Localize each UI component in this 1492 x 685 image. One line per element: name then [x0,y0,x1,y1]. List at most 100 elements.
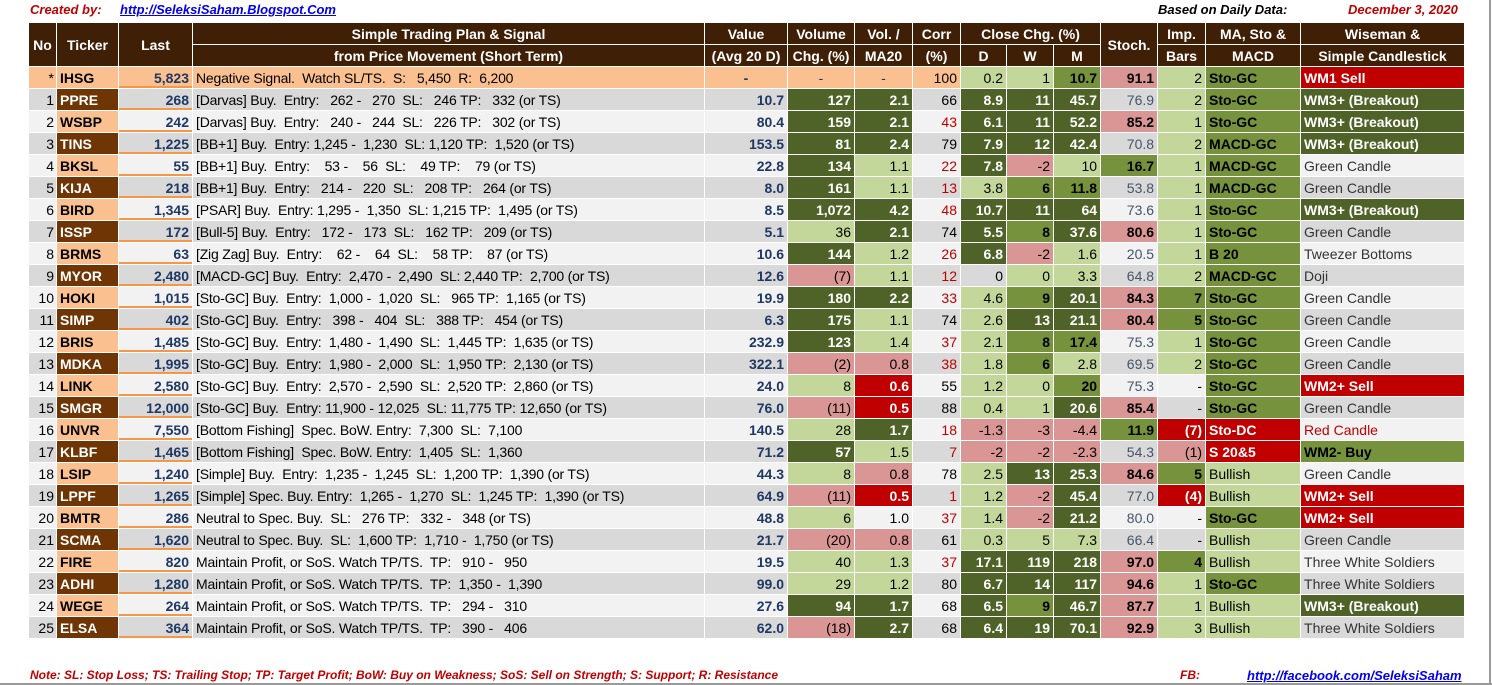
corr: 38 [912,352,961,375]
table-row[interactable]: 6 BIRD 1,345 [PSAR] Buy. Entry: 1,295 - 1,3… [28,198,1466,221]
volume-chg: 36 [787,220,855,243]
volume-chg: (2) [787,352,855,375]
close-chg-m: 20 [1052,374,1102,397]
table-row[interactable]: 16 UNVR 7,550 [Bottom Fishing] Spec. BoW. E… [28,418,1466,441]
corr: 26 [912,242,961,265]
close-chg-w: 1 [1006,66,1054,89]
imp-bars: - [1157,528,1207,551]
ticker: PPRE [56,88,119,111]
table-row[interactable]: 12 BRIS 1,485 [Sto-GC] Buy. Entry: 1,480 - … [28,330,1466,353]
wiseman-candle: WM3+ (Breakout) [1300,132,1466,155]
wiseman-candle: WM3+ (Breakout) [1300,594,1466,617]
stoch: 73.6 [1100,198,1159,221]
stoch: 84.6 [1100,462,1159,485]
table-row[interactable]: 17 KLBF 1,465 [Bottom Fishing] Spec. BoW. E… [28,440,1466,463]
imp-bars: 5 [1157,462,1207,485]
row-number: 25 [28,616,57,639]
vol-ma20: 1.1 [854,264,913,287]
value: - [704,66,788,89]
stoch: 87.7 [1100,594,1159,617]
table-row[interactable]: 5 KIJA 218 [BB+1] Buy. Entry: 214 - 220 SL:… [28,176,1466,199]
ticker: LINK [56,374,119,397]
ticker: BIRD [56,198,119,221]
imp-bars: 1 [1157,176,1207,199]
close-chg-d: 10.7 [960,198,1007,221]
close-chg-w: 11 [1006,198,1054,221]
row-number: 10 [28,286,57,309]
stoch: 80.4 [1100,308,1159,331]
stoch: 64.8 [1100,264,1159,287]
corr: 74 [912,308,961,331]
last-price: 1,015 [118,286,193,309]
table-row[interactable]: 11 SIMP 402 [Sto-GC] Buy. Entry: 398 - 404 … [28,308,1466,331]
imp-bars: 7 [1157,286,1207,309]
volume-chg: 161 [787,176,855,199]
table-row[interactable]: 19 LPPF 1,265 [Simple] Spec. Buy. Entry: 1,… [28,484,1466,507]
ticker: LSIP [56,462,119,485]
imp-bars: 1 [1157,330,1207,353]
last-price: 12,000 [118,396,193,419]
close-chg-m: 11.8 [1052,176,1102,199]
table-row[interactable]: 21 SCMA 1,620 Neutral to Spec. Buy. SL: 1,6… [28,528,1466,551]
corr: 61 [912,528,961,551]
wiseman-candle: WM3+ (Breakout) [1300,88,1466,111]
wiseman-candle: Red Candle [1300,418,1466,441]
last-price: 820 [118,550,193,573]
ma-sto-macd: Sto-GC [1205,374,1302,397]
table-row[interactable]: 15 SMGR 12,000 [Sto-GC] Buy. Entry: 11,900 … [28,396,1466,419]
close-chg-d: 6.7 [960,572,1007,595]
ma-sto-macd: Bullish [1205,550,1302,573]
ma-sto-macd: Sto-DC [1205,418,1302,441]
stoch: 84.3 [1100,286,1159,309]
close-chg-w: -2 [1006,484,1054,507]
volume-chg: 1,072 [787,198,855,221]
facebook-link[interactable]: http://facebook.com/SeleksiSaham [1247,668,1462,683]
stoch: 53.8 [1100,176,1159,199]
table-row[interactable]: 2 WSBP 242 [Darvas] Buy. Entry: 240 - 244 S… [28,110,1466,133]
table-row[interactable]: 22 FIRE 820 Maintain Profit, or SoS. Watch … [28,550,1466,573]
table-row[interactable]: 20 BMTR 286 Neutral to Spec. Buy. SL: 276 T… [28,506,1466,529]
volume-chg: 8 [787,374,855,397]
table-row[interactable]: 23 ADHI 1,280 Maintain Profit, or SoS. Watc… [28,572,1466,595]
ma-sto-macd: MACD-GC [1205,154,1302,177]
close-chg-w: -2 [1006,506,1054,529]
table-row[interactable]: 3 TINS 1,225 [BB+1] Buy. Entry: 1,245 - 1,2… [28,132,1466,155]
ma-sto-macd: Sto-GC [1205,198,1302,221]
table-row[interactable]: 1 PPRE 268 [Darvas] Buy. Entry: 262 - 270 S… [28,88,1466,111]
ticker: SIMP [56,308,119,331]
row-number: 12 [28,330,57,353]
volume-chg: (7) [787,264,855,287]
blog-link[interactable]: http://SeleksiSaham.Blogspot.Com [120,2,336,17]
table-row[interactable]: 4 BKSL 55 [BB+1] Buy. Entry: 53 - 56 SL: 49… [28,154,1466,177]
table-row[interactable]: 13 MDKA 1,995 [Sto-GC] Buy. Entry: 1,980 - … [28,352,1466,375]
last-price: 286 [118,506,193,529]
imp-bars: - [1157,396,1207,419]
col-no: No [28,22,57,67]
table-row[interactable]: 8 BRMS 63 [Zig Zag] Buy. Entry: 62 - 64 SL:… [28,242,1466,265]
close-chg-w: -2 [1006,440,1054,463]
table-row[interactable]: * IHSG 5,823 Negative Signal. Watch SL/TS. … [28,66,1466,89]
ticker: SCMA [56,528,119,551]
stoch: 66.4 [1100,528,1159,551]
table-row[interactable]: 18 LSIP 1,240 [Simple] Buy. Entry: 1,235 - … [28,462,1466,485]
wiseman-candle: WM3+ (Breakout) [1300,198,1466,221]
value: 99.0 [704,572,788,595]
ma-sto-macd: MACD-GC [1205,176,1302,199]
imp-bars: 1 [1157,154,1207,177]
trading-plan: Maintain Profit, or SoS. Watch TP/TS. TP… [192,616,705,639]
value: 19.9 [704,286,788,309]
wiseman-candle: Green Candle [1300,176,1466,199]
table-row[interactable]: 10 HOKI 1,015 [Sto-GC] Buy. Entry: 1,000 - … [28,286,1466,309]
value: 5.1 [704,220,788,243]
table-row[interactable]: 25 ELSA 364 Maintain Profit, or SoS. Watch … [28,616,1466,639]
col-close-chg: Close Chg. (%) [959,22,1102,45]
table-row[interactable]: 7 ISSP 172 [Bull-5] Buy. Entry: 172 - 173 S… [28,220,1466,243]
corr: 43 [912,110,961,133]
ticker: BMTR [56,506,119,529]
corr: 78 [912,462,961,485]
table-row[interactable]: 24 WEGE 264 Maintain Profit, or SoS. Watch … [28,594,1466,617]
table-row[interactable]: 14 LINK 2,580 [Sto-GC] Buy. Entry: 2,570 - … [28,374,1466,397]
ma-sto-macd: Sto-GC [1205,110,1302,133]
table-row[interactable]: 9 MYOR 2,480 [MACD-GC] Buy. Entry: 2,470 - … [28,264,1466,287]
corr: 37 [912,330,961,353]
